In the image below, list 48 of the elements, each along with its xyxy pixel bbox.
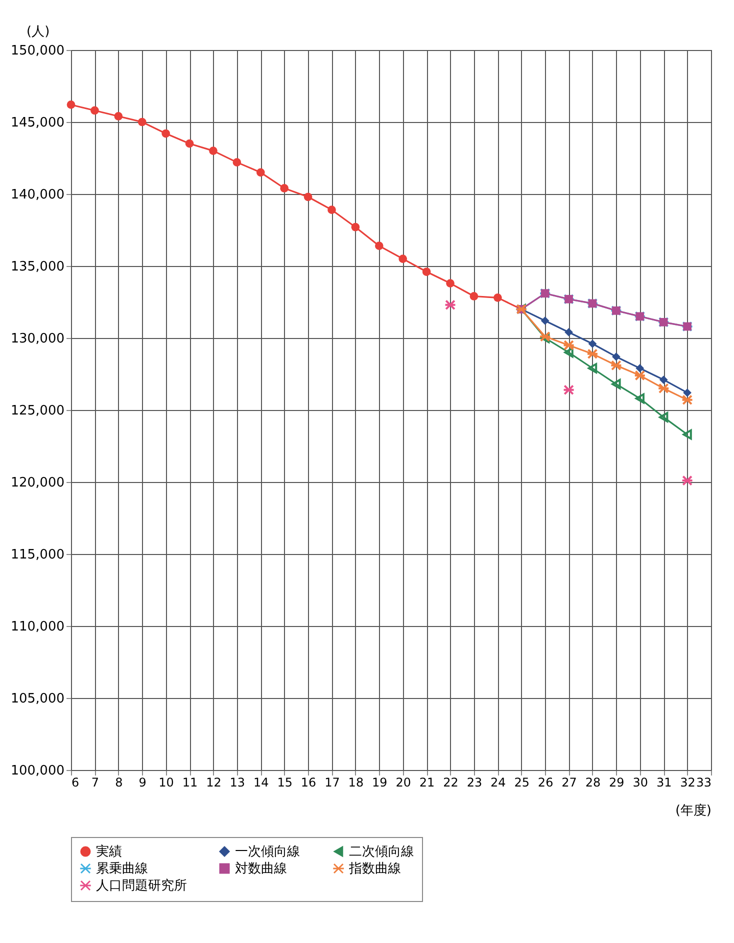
x-tick-label: 25 [514,776,530,790]
x-axis-title: (年度) [675,802,712,818]
y-tick-label: 115,000 [10,548,64,562]
x-tick-label: 23 [466,776,482,790]
y-tick-label: 130,000 [10,332,64,346]
x-tick-label: 19 [372,776,388,790]
x-tick-label: 16 [300,776,316,790]
legend-label: 二次傾向線 [349,844,414,860]
y-tick-label: 110,000 [10,620,64,634]
legend-label: 指数曲線 [348,862,401,876]
x-tick-label: 15 [277,776,292,790]
y-tick-label: 100,000 [10,764,64,778]
x-tick-label: 18 [348,776,364,790]
x-tick-label: 26 [538,776,554,790]
y-tick-label: 135,000 [10,260,64,274]
y-tick-label: 125,000 [10,404,64,418]
y-axis-title: (人) [26,24,50,40]
y-tick-label: 150,000 [10,44,64,58]
x-tick-label: 22 [443,776,458,790]
x-tick-label: 33 [696,776,712,790]
x-tick-label: 6 [72,776,80,790]
x-tick-label: 28 [585,776,601,790]
x-tick-label: 20 [396,776,411,790]
x-tick-label: 11 [182,776,198,790]
legend-label: 累乗曲線 [96,862,148,876]
x-tick-label: 30 [632,776,648,790]
x-tick-label: 21 [419,776,435,790]
legend-label: 対数曲線 [235,860,287,876]
x-tick-label: 10 [158,776,174,790]
legend-label: 実績 [96,844,122,860]
legend-label: 一次傾向線 [235,844,300,860]
y-tick-label: 105,000 [10,692,64,706]
x-tick-label: 12 [206,776,222,790]
x-tick-label: 13 [230,776,246,790]
x-tick-label: 9 [138,776,146,790]
y-tick-label: 140,000 [10,188,64,202]
x-tick-label: 17 [324,776,340,790]
x-tick-label: 8 [115,776,123,790]
y-tick-label: 145,000 [10,116,64,130]
x-tick-label: 27 [562,776,577,790]
x-tick-label: 29 [609,776,624,790]
x-tick-label: 32 [680,776,696,790]
x-tick-label: 14 [253,776,269,790]
y-tick-label: 120,000 [10,476,64,490]
x-tick-label: 7 [91,776,100,790]
legend-label: 人口問題研究所 [96,878,187,894]
x-tick-label: 31 [656,776,672,790]
x-tick-label: 24 [490,776,506,790]
